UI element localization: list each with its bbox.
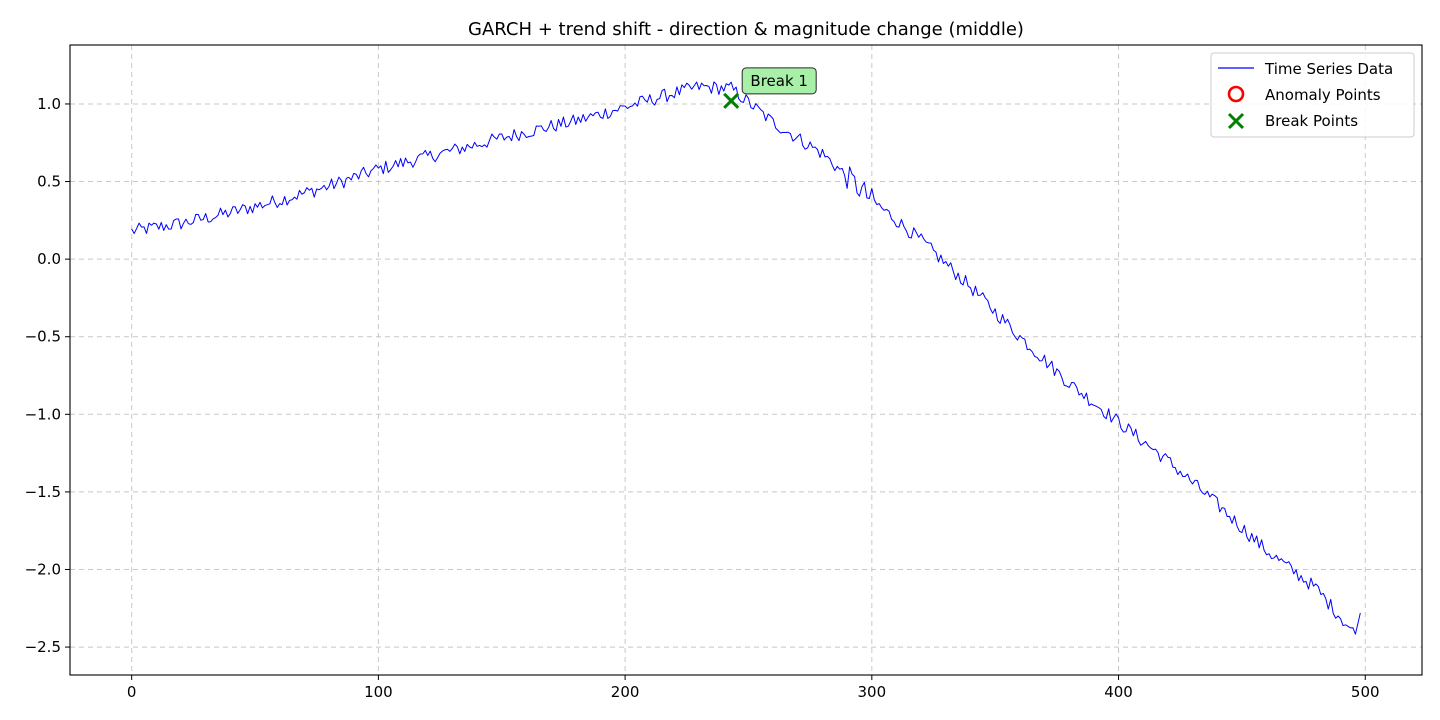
y-tick-label: 1.0: [37, 95, 61, 113]
legend-anomaly-marker: [1227, 85, 1245, 103]
y-tick-label: −1.5: [25, 483, 61, 501]
legend-label-break: Break Points: [1265, 112, 1358, 130]
series-layer: [131, 81, 1361, 635]
x-tick-label: 500: [1351, 683, 1380, 701]
y-tick-label: −1.0: [25, 405, 61, 423]
marker-layer: [723, 92, 740, 109]
y-tick-label: 0.0: [37, 250, 61, 268]
x-tick-label: 400: [1104, 683, 1133, 701]
break-point-stroke: [723, 92, 740, 109]
annotation-label: Break 1: [750, 72, 808, 90]
annotation-box: [741, 67, 817, 95]
axis-ticks: 0 100 200 300 400 500 1.0 0.5 0.0 −0.5 −1.0 −1.5 −2.…: [25, 95, 1380, 701]
grid: [70, 45, 1422, 675]
legend-break-marker: [1227, 112, 1245, 130]
y-tick-label: 0.5: [37, 173, 61, 191]
break-annotation: Break 1: [741, 67, 817, 95]
x-tick-label: 200: [611, 683, 640, 701]
series-line-time-series-data: [131, 81, 1361, 635]
legend: Time Series Data Anomaly Points Break Po…: [1210, 52, 1415, 138]
y-tick-label: −2.0: [25, 560, 61, 578]
y-tick-label: −0.5: [25, 328, 61, 346]
break-point-marker: [723, 92, 740, 109]
x-tick-label: 300: [858, 683, 887, 701]
legend-label-series: Time Series Data: [1264, 60, 1393, 78]
annotation-layer: Break 1: [741, 67, 817, 95]
y-tick-label: −2.5: [25, 638, 61, 656]
legend-label-anomaly: Anomaly Points: [1265, 86, 1381, 104]
x-tick-label: 0: [127, 683, 137, 701]
chart-title: GARCH + trend shift - direction & magnit…: [468, 19, 1024, 40]
legend-box: [1210, 52, 1415, 138]
x-tick-label: 100: [364, 683, 393, 701]
plot-area-frame: [69, 44, 1423, 676]
